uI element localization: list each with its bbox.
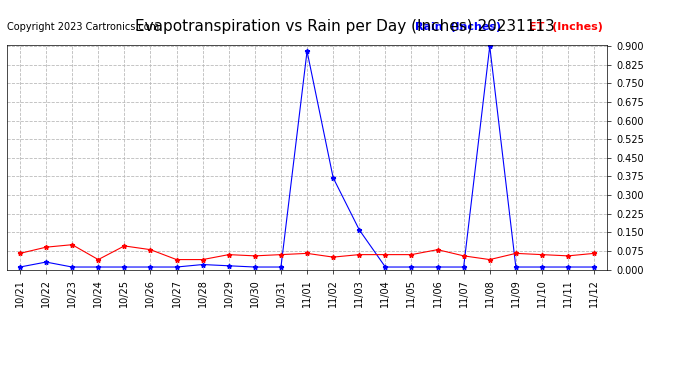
ET  (Inches) bbox=[433, 248, 442, 252]
Rain  (Inches) bbox=[303, 49, 311, 54]
ET  (Inches) bbox=[355, 252, 364, 257]
Rain  (Inches) bbox=[407, 265, 415, 269]
Line: ET  (Inches): ET (Inches) bbox=[17, 242, 597, 262]
ET  (Inches) bbox=[407, 252, 415, 257]
Text: Rain  (Inches): Rain (Inches) bbox=[415, 21, 501, 32]
Rain  (Inches) bbox=[277, 265, 285, 269]
ET  (Inches) bbox=[303, 251, 311, 256]
ET  (Inches) bbox=[564, 254, 572, 258]
Rain  (Inches) bbox=[42, 260, 50, 264]
ET  (Inches) bbox=[120, 244, 128, 248]
Line: Rain  (Inches): Rain (Inches) bbox=[17, 44, 597, 270]
ET  (Inches) bbox=[16, 251, 24, 256]
Rain  (Inches) bbox=[564, 265, 572, 269]
ET  (Inches) bbox=[460, 254, 468, 258]
Rain  (Inches) bbox=[355, 228, 364, 232]
ET  (Inches) bbox=[486, 257, 494, 262]
Rain  (Inches) bbox=[146, 265, 155, 269]
Rain  (Inches) bbox=[225, 264, 233, 268]
Rain  (Inches) bbox=[120, 265, 128, 269]
Rain  (Inches) bbox=[172, 265, 181, 269]
Rain  (Inches) bbox=[486, 44, 494, 48]
ET  (Inches) bbox=[538, 252, 546, 257]
ET  (Inches) bbox=[590, 251, 598, 256]
Rain  (Inches) bbox=[329, 176, 337, 180]
Rain  (Inches) bbox=[68, 265, 77, 269]
ET  (Inches) bbox=[68, 243, 77, 247]
ET  (Inches) bbox=[172, 257, 181, 262]
ET  (Inches) bbox=[381, 252, 389, 257]
ET  (Inches) bbox=[512, 251, 520, 256]
Rain  (Inches) bbox=[250, 265, 259, 269]
ET  (Inches) bbox=[94, 257, 102, 262]
ET  (Inches) bbox=[42, 245, 50, 249]
Rain  (Inches) bbox=[94, 265, 102, 269]
Rain  (Inches) bbox=[16, 265, 24, 269]
ET  (Inches) bbox=[277, 252, 285, 257]
Rain  (Inches) bbox=[199, 262, 207, 267]
ET  (Inches) bbox=[199, 257, 207, 262]
Text: Copyright 2023 Cartronics.com: Copyright 2023 Cartronics.com bbox=[7, 21, 159, 32]
Rain  (Inches) bbox=[433, 265, 442, 269]
Rain  (Inches) bbox=[590, 265, 598, 269]
Rain  (Inches) bbox=[538, 265, 546, 269]
Rain  (Inches) bbox=[381, 265, 389, 269]
Text: Evapotranspiration vs Rain per Day (Inches) 20231113: Evapotranspiration vs Rain per Day (Inch… bbox=[135, 19, 555, 34]
Text: ET  (Inches): ET (Inches) bbox=[529, 21, 603, 32]
ET  (Inches) bbox=[250, 254, 259, 258]
Rain  (Inches) bbox=[460, 265, 468, 269]
ET  (Inches) bbox=[329, 255, 337, 260]
ET  (Inches) bbox=[146, 248, 155, 252]
Rain  (Inches) bbox=[512, 265, 520, 269]
ET  (Inches) bbox=[225, 252, 233, 257]
